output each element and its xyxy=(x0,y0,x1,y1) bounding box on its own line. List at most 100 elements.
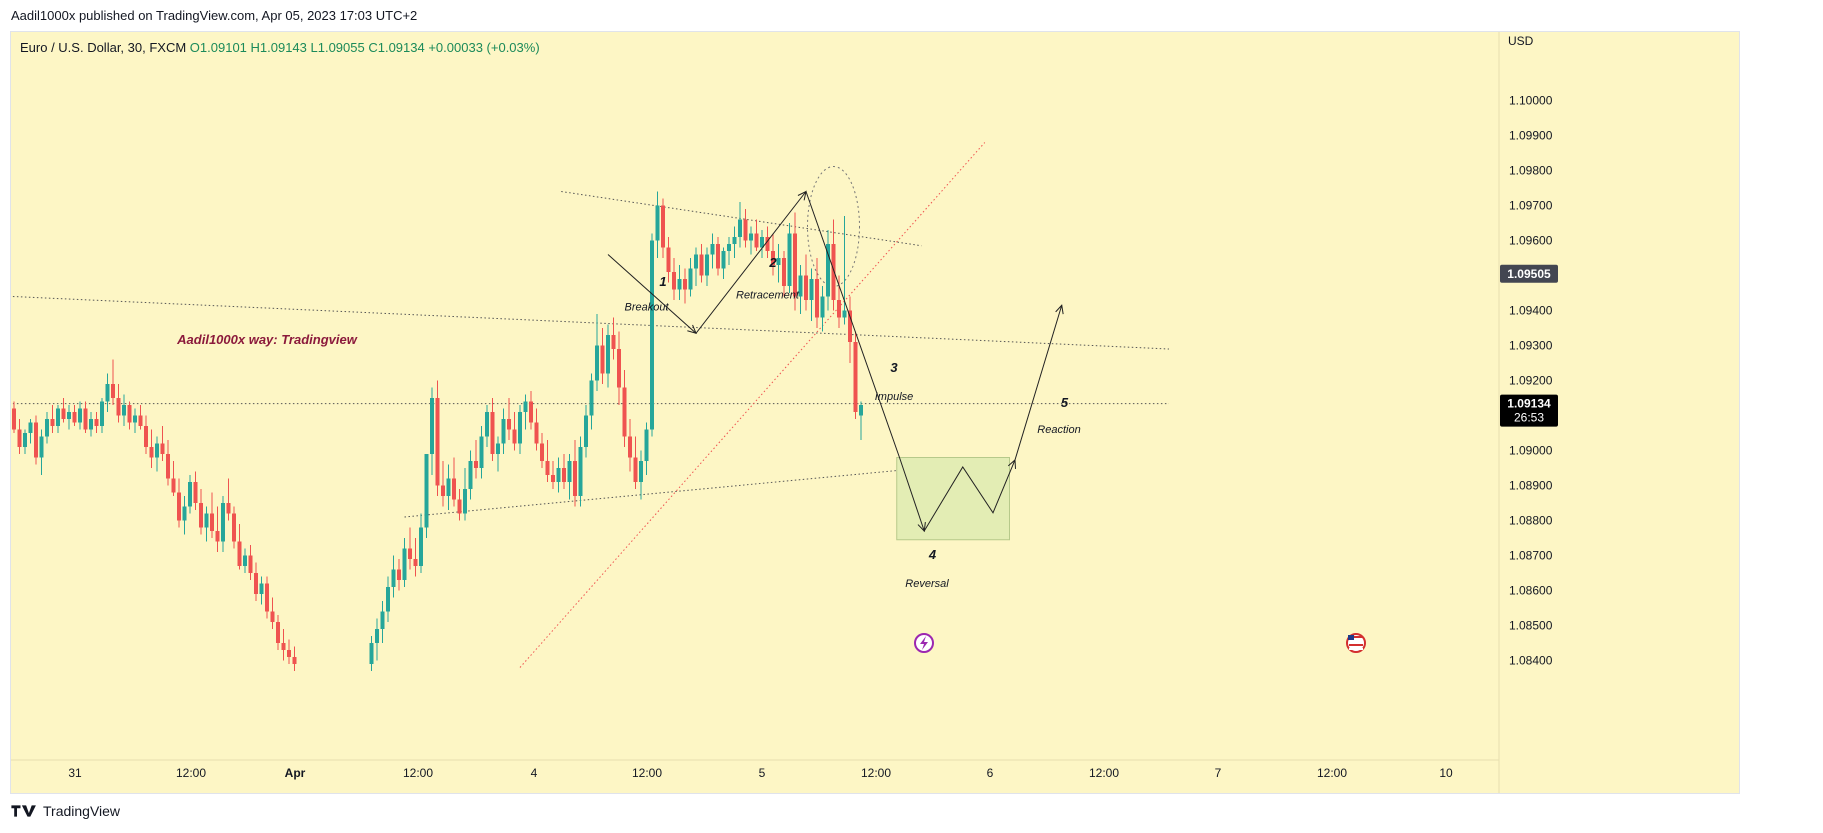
candle-body xyxy=(474,461,478,468)
candle-body xyxy=(716,244,720,269)
candle-body xyxy=(248,555,253,573)
candle-body xyxy=(688,268,693,290)
candle-body xyxy=(435,398,440,486)
annotation-number[interactable]: 2 xyxy=(768,255,777,270)
projection-arrowhead xyxy=(1007,458,1016,469)
candle-body xyxy=(831,244,836,300)
candle-body xyxy=(573,461,577,496)
annotation-number[interactable]: 1 xyxy=(659,274,666,289)
candle-body xyxy=(600,345,605,374)
symbol-name[interactable]: Euro / U.S. Dollar, 30, FXCM xyxy=(20,40,187,55)
price-tick-label: 1.08900 xyxy=(1509,479,1553,493)
candle-body xyxy=(683,279,687,290)
candle-body xyxy=(149,447,154,458)
price-tick-label: 1.08400 xyxy=(1509,654,1553,668)
candle-body xyxy=(754,233,759,248)
time-tick-label: 7 xyxy=(1215,766,1222,780)
candle-body xyxy=(815,279,819,318)
projection-arrowhead xyxy=(797,190,807,201)
candle-body xyxy=(452,478,456,500)
candle-body xyxy=(650,240,654,430)
candle-body xyxy=(61,408,66,419)
candle-body xyxy=(100,401,104,426)
candle-body xyxy=(540,443,544,461)
candle-body xyxy=(699,254,704,276)
projection-arrowhead xyxy=(1055,304,1064,315)
candlestick-chart[interactable]: USD 1.10000 1.09900 1.09800 1.09700 1.09600 1.… xyxy=(11,32,1739,793)
candle-body xyxy=(419,527,423,566)
candle-body xyxy=(694,254,698,269)
candle-body xyxy=(441,485,445,496)
time-tick-label: 12:00 xyxy=(632,766,662,780)
candle-body xyxy=(595,345,599,381)
candle-body xyxy=(287,650,291,657)
candle-body xyxy=(133,415,137,423)
candle-body xyxy=(501,419,506,444)
target-zone-box[interactable] xyxy=(896,457,1010,541)
candle-body xyxy=(485,412,489,437)
annotation-label[interactable]: Reaction xyxy=(1037,424,1080,436)
trend-line[interactable] xyxy=(404,459,1010,518)
annotation-number[interactable]: 4 xyxy=(928,547,937,562)
annotation-number[interactable]: 3 xyxy=(890,360,898,375)
annotation-label[interactable]: Impulse xyxy=(875,391,914,403)
candle-body xyxy=(17,429,22,447)
candle-body xyxy=(567,461,572,482)
price-tick-label: 1.08700 xyxy=(1509,549,1553,563)
marked-price-tag xyxy=(1500,264,1558,283)
candle-body xyxy=(369,643,374,664)
annotation-signature[interactable]: Aadil1000x way: Tradingview xyxy=(176,332,358,347)
candle-body xyxy=(672,272,676,290)
trend-ray[interactable] xyxy=(519,142,986,668)
trend-line[interactable] xyxy=(12,296,1170,350)
candle-body xyxy=(859,405,863,416)
candle-body xyxy=(666,247,671,272)
candle-body xyxy=(391,569,396,587)
candle-body xyxy=(375,629,379,643)
candle-body xyxy=(848,310,852,342)
marked-price-label: 1.09505 xyxy=(1507,267,1551,281)
candle-body xyxy=(787,233,792,286)
candle-body xyxy=(820,296,825,318)
time-tick-label: 12:00 xyxy=(1089,766,1119,780)
candle-body xyxy=(655,205,660,241)
annotation-label[interactable]: Reversal xyxy=(905,578,949,590)
footer-brand[interactable]: TradingView xyxy=(11,803,120,819)
price-tick-label: 1.09400 xyxy=(1509,304,1553,318)
time-tick-label: 12:00 xyxy=(403,766,433,780)
candle-body xyxy=(210,513,214,531)
flag-canton xyxy=(1348,635,1354,640)
candle-body xyxy=(408,548,412,559)
candle-body xyxy=(556,468,561,482)
candle-body xyxy=(12,408,16,430)
candle-body xyxy=(705,254,709,276)
candle-body xyxy=(254,573,258,594)
candle-body xyxy=(782,258,786,286)
candle-body xyxy=(122,405,126,416)
trend-line[interactable] xyxy=(561,191,922,247)
candle-body xyxy=(221,503,225,542)
candle-body xyxy=(23,433,27,447)
candle-body xyxy=(215,531,220,542)
symbol-ohlc: O1.09101 H1.09143 L1.09055 C1.09134 xyxy=(189,40,425,55)
symbol-info: Euro / U.S. Dollar, 30, FXCM O1.09101 H1… xyxy=(20,40,540,55)
candle-body xyxy=(562,468,566,482)
candle-body xyxy=(232,513,236,542)
price-tick-label: 1.10000 xyxy=(1509,94,1553,108)
candle-body xyxy=(721,251,726,269)
candle-body xyxy=(116,398,121,416)
annotation-label[interactable]: Retracement xyxy=(736,289,800,301)
candle-body xyxy=(749,233,753,241)
annotation-label[interactable]: Breakout xyxy=(624,302,669,314)
price-tick-label: 1.09200 xyxy=(1509,374,1553,388)
time-tick-label: 10 xyxy=(1439,766,1453,780)
time-tick-label: 12:00 xyxy=(1317,766,1347,780)
candle-body xyxy=(589,380,594,416)
annotation-number[interactable]: 5 xyxy=(1061,395,1069,410)
chart-frame[interactable]: USD 1.10000 1.09900 1.09800 1.09700 1.09600 1.… xyxy=(10,31,1740,794)
candle-body xyxy=(127,405,132,423)
candle-body xyxy=(760,237,764,248)
candle-body xyxy=(776,258,781,265)
bar-countdown-label: 26:53 xyxy=(1514,411,1544,425)
time-tick-label: Apr xyxy=(285,766,306,780)
